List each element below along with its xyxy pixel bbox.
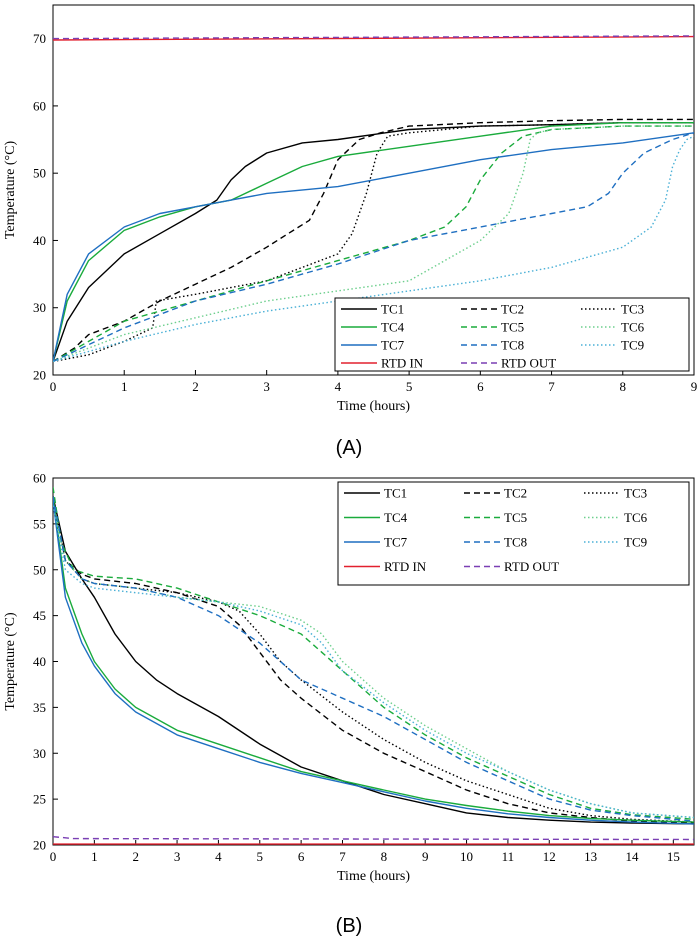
x-tick-label: 5 <box>406 379 413 394</box>
x-tick-label: 12 <box>543 849 556 864</box>
legend-label-tc5: TC5 <box>504 510 527 525</box>
series-line-tc8 <box>53 132 694 363</box>
y-tick-label: 60 <box>33 471 46 486</box>
legend-label-rtd-in: RTD IN <box>384 559 427 574</box>
x-tick-label: 15 <box>667 849 680 864</box>
legend-label-tc7: TC7 <box>381 338 405 353</box>
x-tick-label: 9 <box>691 379 698 394</box>
y-tick-label: 40 <box>33 654 46 669</box>
legend-box <box>337 481 690 586</box>
x-axis-label: Time (hours) <box>337 399 410 414</box>
y-tick-label: 50 <box>33 562 46 577</box>
x-axis-label: Time (hours) <box>337 869 410 884</box>
x-tick-label: 3 <box>174 849 181 864</box>
x-tick-label: 11 <box>502 849 515 864</box>
legend-box <box>334 297 690 372</box>
x-tick-label: 8 <box>620 379 627 394</box>
series-line-tc4 <box>53 121 694 362</box>
series-line-rtd-out <box>53 836 694 841</box>
legend-label-tc3: TC3 <box>621 302 644 317</box>
y-tick-label: 50 <box>33 166 46 181</box>
y-tick-label: 20 <box>33 838 46 853</box>
legend-label-tc4: TC4 <box>384 510 408 525</box>
y-axis-label: Temperature (°C) <box>3 612 18 711</box>
x-tick-label: 1 <box>91 849 98 864</box>
y-tick-label: 30 <box>33 300 46 315</box>
panel-label-a: (A) <box>336 437 363 459</box>
x-tick-label: 2 <box>132 849 139 864</box>
y-tick-label: 30 <box>33 746 46 761</box>
x-tick-label: 14 <box>625 849 639 864</box>
y-tick-label: 20 <box>33 368 46 383</box>
series-line-tc5 <box>53 487 694 820</box>
chart-b: 0 1 2 3 4 5 6 7 8 9 10 11 12 13 14 15202530354045505560… <box>3 471 695 884</box>
series-group <box>53 35 694 363</box>
x-tick-label: 1 <box>121 379 128 394</box>
legend-label-tc5: TC5 <box>501 320 524 335</box>
y-tick-label: 60 <box>33 98 46 113</box>
legend-label-tc9: TC9 <box>624 535 647 550</box>
series-line-tc6 <box>53 125 694 363</box>
legend-label-tc8: TC8 <box>501 338 524 353</box>
series-line-tc1 <box>53 121 694 362</box>
x-tick-label: 7 <box>548 379 555 394</box>
x-tick-label: 13 <box>584 849 597 864</box>
series-line-tc2 <box>53 496 694 824</box>
chart-a: 0 1 2 3 4 5 6 7 8 9 20 30 40 50 60 70 Time (hours) Temper… <box>3 4 698 414</box>
series-line-tc3 <box>53 121 694 363</box>
legend-label-tc3: TC3 <box>624 486 647 501</box>
series-line-tc1 <box>53 496 694 825</box>
x-tick-label: 5 <box>257 849 264 864</box>
legend-label-tc1: TC1 <box>384 486 407 501</box>
legend-label-tc2: TC2 <box>504 486 527 501</box>
legend-label-tc1: TC1 <box>381 302 404 317</box>
legend-label-tc6: TC6 <box>624 510 648 525</box>
x-tick-label: 0 <box>50 379 57 394</box>
y-tick-label: 35 <box>33 700 46 715</box>
legend-label-rtd-out: RTD OUT <box>501 356 556 371</box>
series-line-rtd-in <box>53 35 694 41</box>
series-line-tc7 <box>53 132 694 362</box>
series-line-tc4 <box>53 496 694 823</box>
x-tick-label: 8 <box>381 849 388 864</box>
x-tick-label: 10 <box>460 849 473 864</box>
series-line-tc7 <box>53 500 694 825</box>
legend-label-rtd-out: RTD OUT <box>504 559 559 574</box>
legend-label-tc4: TC4 <box>381 320 405 335</box>
x-tick-label: 6 <box>298 849 305 864</box>
y-tick-label: 45 <box>33 608 46 623</box>
series-line-tc9 <box>53 505 694 819</box>
x-tick-label: 0 <box>50 849 57 864</box>
legend-label-rtd-in: RTD IN <box>381 356 424 371</box>
x-tick-label: 4 <box>335 379 342 394</box>
x-tick-label: 3 <box>263 379 270 394</box>
legend-label-tc7: TC7 <box>384 535 408 550</box>
y-tick-label: 55 <box>33 516 46 531</box>
legend-label-tc6: TC6 <box>621 320 645 335</box>
legend-label-tc8: TC8 <box>504 535 527 550</box>
x-tick-label: 9 <box>422 849 429 864</box>
series-line-tc8 <box>53 496 694 822</box>
legend-label-tc2: TC2 <box>501 302 524 317</box>
y-axis-label: Temperature (°C) <box>3 141 18 240</box>
x-tick-label: 4 <box>215 849 222 864</box>
panel-label-b: (B) <box>336 915 363 937</box>
y-tick-label: 40 <box>33 233 46 248</box>
series-group <box>53 487 694 845</box>
series-line-tc5 <box>53 125 694 363</box>
x-tick-label: 7 <box>339 849 346 864</box>
plot-frame <box>52 4 695 376</box>
x-tick-label: 6 <box>477 379 484 394</box>
y-tick-label: 25 <box>33 792 46 807</box>
x-tick-label: 2 <box>192 379 199 394</box>
series-line-rtd-out <box>53 35 694 40</box>
y-tick-label: 70 <box>33 31 46 46</box>
legend-label-tc9: TC9 <box>621 338 644 353</box>
